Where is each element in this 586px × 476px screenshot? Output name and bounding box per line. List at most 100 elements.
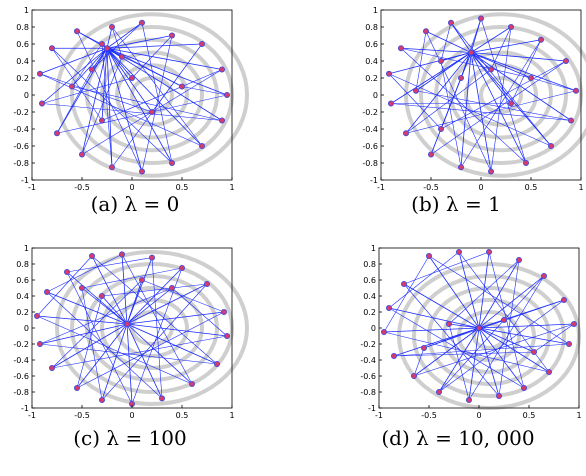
x-tick-label-2: 0 (129, 411, 134, 420)
edge-0 (111, 26, 203, 147)
edge-hub-22 (470, 52, 532, 79)
y-tick-label-8: -0.6 (362, 142, 378, 151)
data-point-7 (198, 142, 205, 149)
data-point-21 (148, 109, 155, 116)
data-point-12 (74, 384, 81, 391)
data-point-18 (79, 285, 86, 292)
y-tick-label-2: 0.6 (16, 40, 29, 49)
edge-hub-12 (76, 323, 128, 389)
edge-hub-24 (71, 47, 108, 87)
edge-hub-0 (428, 255, 480, 329)
edge-hub-15 (400, 47, 472, 53)
y-tick-label-5: 0 (24, 91, 29, 100)
data-point-17 (64, 268, 71, 275)
data-point-5 (223, 92, 230, 99)
panel-b: -1 -0.5 0 0.5 1 1 0.8 0.6 0.4 0.2 0 -0.2 -0.4 -0.6 -0.… (293, 0, 586, 238)
data-point-2 (507, 23, 514, 30)
scatter-plot-b: -1 -0.5 0 0.5 1 1 0.8 0.6 0.4 0.2 0 -0.2 -0.4 -0.6 -0.… (362, 6, 586, 192)
x-tick-label-0: -1 (375, 411, 383, 420)
y-tick-label-7: -0.4 (13, 125, 29, 134)
y-tick-label-9: -0.8 (362, 159, 378, 168)
y-tick-label-10: -1 (21, 404, 29, 413)
scatter-plot-a: -1 -0.5 0 0.5 1 1 0.8 0.6 0.4 0.2 0 -0.2 -0.4 -0.6 -0.… (13, 6, 249, 192)
ring-5 (397, 262, 581, 410)
edge-hub-14 (393, 327, 480, 357)
y-tick-label-7: -0.4 (362, 125, 378, 134)
data-point-9 (158, 395, 165, 402)
y-tick-label-4: 0.2 (16, 74, 29, 83)
caption-d: (d) λ = 10, 000 (381, 426, 535, 450)
edge-hub-9 (126, 323, 163, 399)
edge-hub-16 (425, 30, 472, 53)
data-point-6 (570, 321, 577, 328)
edge-hub-17 (440, 52, 472, 62)
data-point-15 (34, 313, 41, 320)
y-tick-label-1: 0.8 (363, 260, 376, 269)
edge-7 (39, 73, 203, 147)
ring-5 (55, 250, 249, 406)
edge-6 (51, 335, 228, 369)
y-tick-label-1: 0.8 (365, 23, 378, 32)
panel-a: -1 -0.5 0 0.5 1 1 0.8 0.6 0.4 0.2 0 -0.2 -0.4 -0.6 -0.… (0, 0, 290, 238)
edge-hub-1 (121, 254, 128, 325)
ring-2 (449, 50, 553, 140)
data-point-8 (545, 368, 552, 375)
edge-hub-9 (106, 48, 143, 172)
x-tick-label-1: -0.5 (423, 183, 439, 192)
x-tick-label-1: -0.5 (421, 411, 437, 420)
data-point-17 (401, 281, 408, 288)
edge-24 (71, 86, 223, 121)
edge-hub-18 (81, 287, 128, 325)
data-point-20 (138, 277, 145, 284)
edge-hub-2 (106, 35, 173, 49)
edge-hub-0 (91, 255, 128, 325)
data-point-1 (119, 251, 126, 258)
edge-hub-8 (470, 52, 527, 164)
data-point-16 (422, 28, 429, 35)
y-tick-label-4: 0.2 (363, 308, 376, 317)
y-tick-label-0: 1 (373, 6, 378, 15)
x-tick-label-2: 0 (129, 183, 134, 192)
y-tick-label-3: 0.4 (363, 292, 376, 301)
data-point-20 (507, 100, 514, 107)
ring-5 (404, 12, 586, 178)
data-point-14 (391, 353, 398, 360)
edge-hub-9 (470, 52, 492, 172)
data-point-22 (527, 75, 534, 82)
edge-hub-4 (106, 47, 223, 70)
edge-hub-6 (126, 323, 228, 337)
data-point-2 (148, 254, 155, 261)
data-point-17 (437, 58, 444, 65)
y-tick-label-8: -0.6 (13, 142, 29, 151)
data-point-21 (530, 349, 537, 356)
edge-21 (533, 323, 575, 353)
data-point-9 (520, 384, 527, 391)
data-point-9 (487, 168, 494, 175)
edge-hub-13 (51, 323, 128, 369)
data-point-23 (178, 83, 185, 90)
edge-hub-2 (470, 26, 512, 53)
x-tick-label-1: -0.5 (74, 411, 90, 420)
edge-10 (66, 271, 133, 405)
edge-18 (81, 267, 183, 289)
data-point-14 (386, 70, 393, 77)
y-tick-label-3: 0.4 (365, 57, 378, 66)
edge-2 (141, 35, 173, 172)
edge-7 (388, 73, 552, 147)
edge-hub-19 (101, 295, 128, 325)
y-tick-label-4: 0.2 (365, 74, 378, 83)
edge-hub-15 (36, 315, 128, 325)
x-tick-label-4: 1 (229, 183, 234, 192)
data-point-21 (437, 126, 444, 133)
data-point-3 (515, 256, 522, 263)
edge-11 (81, 56, 123, 155)
edge-hub-3 (106, 43, 203, 49)
edge-hub-5 (106, 47, 228, 96)
ring-3 (85, 274, 219, 382)
edge-hub-23 (415, 52, 472, 92)
x-tick-label-3: 0.5 (176, 183, 189, 192)
edge-3 (131, 267, 183, 405)
data-point-24 (69, 83, 76, 90)
x-tick-label-3: 0.5 (525, 183, 538, 192)
edge-hub-11 (81, 48, 108, 155)
